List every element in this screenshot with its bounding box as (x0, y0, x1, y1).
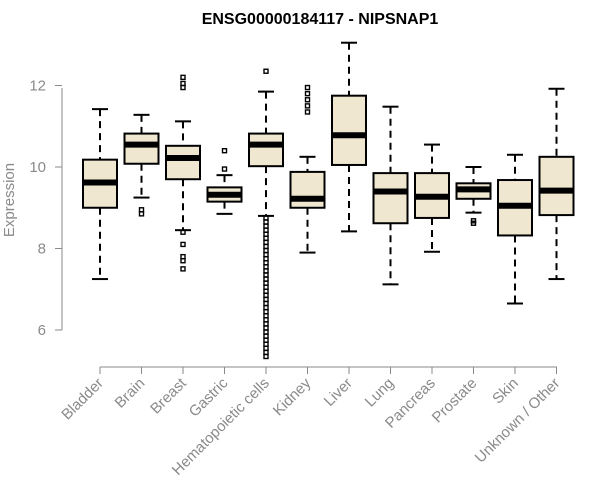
outlier-point (304, 90, 311, 97)
box-skin (497, 153, 533, 305)
outlier-point (180, 253, 186, 260)
y-tick-label: 10 (29, 159, 46, 176)
outlier-point (221, 147, 228, 154)
iqr-box (289, 170, 326, 209)
outlier-point (304, 103, 311, 109)
x-tick-label: Bladder (58, 375, 107, 424)
box-pancreas (414, 143, 450, 253)
y-tick-label: 12 (29, 78, 46, 95)
x-tick-label: Prostate (429, 375, 481, 427)
outlier-point (221, 166, 228, 172)
y-axis-label: Expression (1, 163, 18, 237)
box-hematopoietic-cells (248, 68, 284, 360)
box-lung (372, 105, 409, 286)
box-prostate (455, 166, 492, 226)
box-gastric (206, 147, 243, 215)
outlier-point (263, 215, 269, 221)
iqr-box (331, 94, 367, 166)
iqr-box (123, 132, 160, 165)
x-tick-label: Liver (321, 375, 356, 410)
outlier-point (138, 207, 145, 213)
outlier-point (470, 218, 477, 224)
box-kidney (289, 84, 326, 254)
outlier-point (304, 109, 311, 115)
box-bladder (82, 108, 118, 281)
y-ticks: 6 8 10 12 (29, 78, 62, 339)
box-liver (331, 41, 367, 233)
box-brain (123, 113, 160, 217)
x-tick-label: Kidney (270, 374, 315, 419)
chart-title: ENSG00000184117 - NIPSNAP1 (202, 11, 439, 28)
x-tick-label: Brain (112, 375, 149, 412)
boxes (82, 41, 575, 360)
y-tick-label: 6 (38, 322, 46, 339)
box-breast (165, 74, 201, 272)
iqr-box (372, 172, 409, 225)
iqr-box (248, 132, 284, 168)
outlier-point (304, 97, 311, 103)
x-tick-label: Breast (147, 374, 190, 417)
outlier-point (180, 266, 186, 272)
outlier-point (180, 229, 186, 235)
iqr-box (165, 144, 201, 181)
outlier-point (180, 80, 186, 87)
x-tick-label: Skin (489, 375, 522, 408)
y-tick-label: 8 (38, 241, 46, 258)
outlier-point (180, 74, 186, 81)
outlier-point (304, 84, 311, 91)
box-unknown-other (538, 87, 575, 281)
outlier-point (180, 241, 186, 248)
outlier-point (263, 68, 269, 74)
iqr-box (538, 155, 575, 217)
x-tick-label: Lung (362, 375, 398, 411)
